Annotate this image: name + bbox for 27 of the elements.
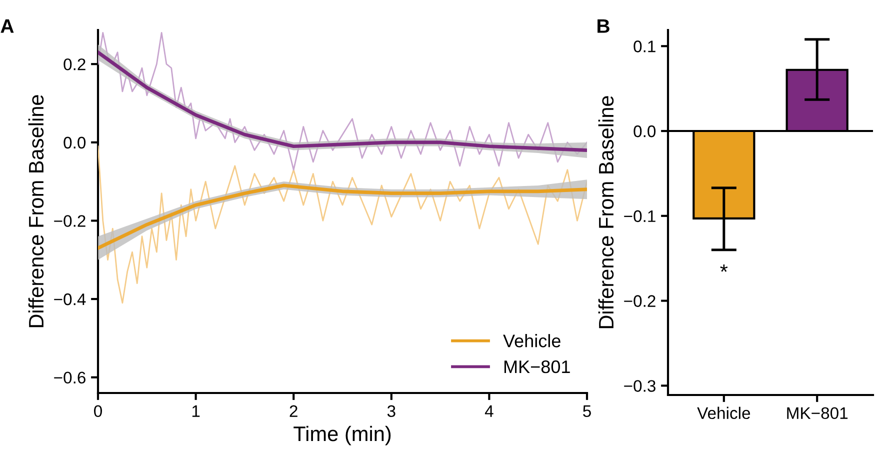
x-tick-label: Vehicle [697,406,750,420]
chart-title: A [0,19,14,33]
y-tick-label: −0.2 [624,295,656,307]
y-tick-label: 0.1 [634,40,656,52]
y-tick-label: −0.3 [624,380,656,392]
x-tick-label: 2 [290,405,298,417]
y-tick-label: −0.1 [624,210,656,222]
y-tick-label: 0.2 [64,58,86,70]
line-series [98,184,587,250]
y-tick-label: 0.0 [634,125,656,138]
annotation: * [720,264,728,272]
chart-title: B [598,19,610,33]
x-tick-label: 4 [484,405,494,417]
x-axis-title: Time (min) [294,426,391,446]
x-tick-label: 3 [387,405,396,418]
legend-label: MK−801 [504,360,570,374]
y-tick-label: −0.2 [54,215,86,227]
legend-label: Vehicle [503,334,560,348]
y-tick-label: −0.4 [54,293,86,306]
y-tick-label: 0.0 [64,136,86,149]
y-axis-title: Difference From Baseline [28,95,44,328]
x-tick-label: MK−801 [787,407,848,420]
y-tick-label: −0.6 [54,372,86,384]
x-tick-label: 1 [192,405,200,417]
x-tick-label: 5 [583,405,591,418]
y-axis-title: Difference From Baseline [598,96,614,328]
x-tick-label: 0 [94,405,102,418]
